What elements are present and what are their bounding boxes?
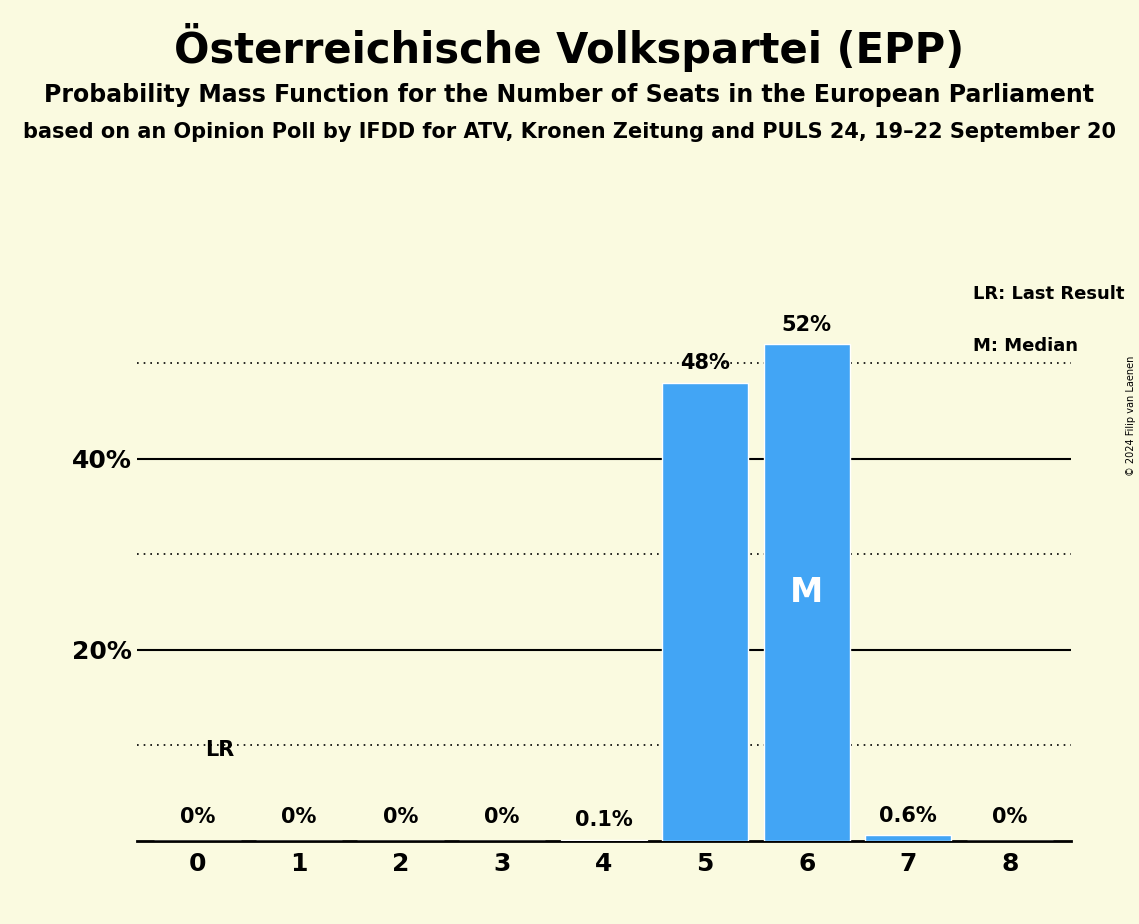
Bar <box>866 835 951 841</box>
Text: 0%: 0% <box>484 807 519 826</box>
Text: M: M <box>790 576 823 609</box>
Text: M: Median: M: Median <box>973 336 1077 355</box>
Text: LR: LR <box>205 740 233 760</box>
Text: 0.6%: 0.6% <box>879 806 937 825</box>
Text: 48%: 48% <box>680 353 730 373</box>
Text: 0%: 0% <box>180 807 215 826</box>
Bar <box>763 345 850 841</box>
Text: 0%: 0% <box>383 807 418 826</box>
Text: 0%: 0% <box>281 807 317 826</box>
Bar <box>662 383 748 841</box>
Text: 0.1%: 0.1% <box>575 810 632 831</box>
Text: based on an Opinion Poll by IFDD for ATV, Kronen Zeitung and PULS 24, 19–22 Sept: based on an Opinion Poll by IFDD for ATV… <box>23 122 1116 142</box>
Text: LR: Last Result: LR: Last Result <box>973 286 1124 303</box>
Text: © 2024 Filip van Laenen: © 2024 Filip van Laenen <box>1126 356 1136 476</box>
Text: Österreichische Volkspartei (EPP): Österreichische Volkspartei (EPP) <box>174 23 965 72</box>
Text: 52%: 52% <box>781 315 831 334</box>
Text: Probability Mass Function for the Number of Seats in the European Parliament: Probability Mass Function for the Number… <box>44 83 1095 107</box>
Bar <box>560 840 647 841</box>
Text: 0%: 0% <box>992 807 1027 826</box>
